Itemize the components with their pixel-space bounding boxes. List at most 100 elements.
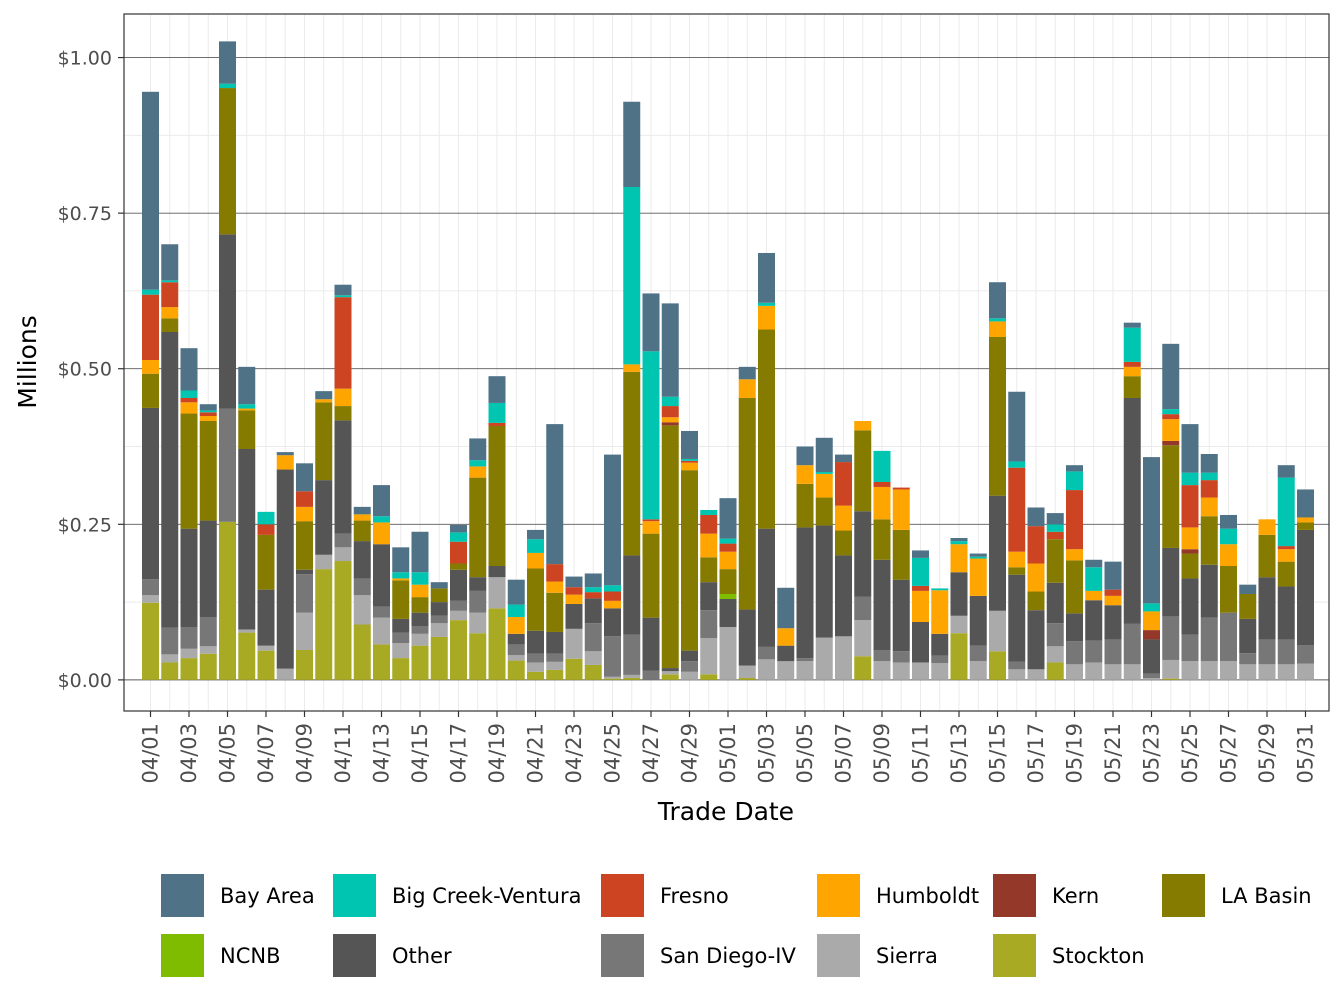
bar-segment-fresno (719, 543, 737, 552)
legend-item-la-basin: LA Basin (1162, 874, 1312, 917)
bar-segment-stockton (527, 671, 544, 680)
bar-segment-bay-area (142, 91, 159, 290)
bar-segment-humboldt (835, 505, 852, 531)
bar-segment-fresno (1104, 589, 1122, 596)
y-tick-label: $0.50 (58, 359, 112, 381)
bar-stack-05-17 (1027, 507, 1045, 680)
legend-swatch (333, 934, 376, 977)
bar-segment-la-basin (738, 397, 756, 610)
bar-segment-sierra (989, 610, 1006, 652)
bar-segment-la-basin (315, 402, 333, 481)
bar-segment-humboldt (604, 600, 621, 609)
x-tick-label: 05/11 (909, 723, 933, 784)
y-tick-label: $1.00 (58, 48, 112, 70)
bar-segment-humboldt (777, 628, 795, 646)
bar-segment-humboldt (1027, 563, 1045, 592)
x-tick-label: 04/03 (177, 723, 201, 784)
bar-segment-bay-area (469, 438, 487, 461)
bar-segment-other (238, 449, 256, 630)
bar-stack-04-22 (546, 424, 564, 680)
bar-segment-big-creek-ventura (681, 458, 698, 461)
bar-segment-big-creek-ventura (815, 472, 833, 474)
bar-segment-la-basin (854, 430, 872, 512)
legend-swatch (161, 934, 204, 977)
bar-segment-stockton (411, 645, 429, 680)
bar-segment-humboldt (1200, 497, 1218, 517)
bar-segment-fresno (1200, 480, 1218, 498)
x-tick-label: 04/19 (485, 723, 509, 784)
bar-segment-other (873, 559, 891, 651)
x-tick-label: 05/29 (1255, 723, 1279, 784)
bar-segment-sierra (507, 654, 525, 661)
bar-segment-other (1239, 618, 1257, 654)
bar-segment-other (1123, 397, 1141, 624)
bar-segment-fresno (546, 564, 564, 582)
bar-segment-big-creek-ventura (700, 509, 718, 515)
bar-segment-other (219, 234, 236, 409)
bar-stack-05-04 (777, 587, 795, 680)
bar-segment-bay-area (969, 553, 987, 557)
bar-segment-other (488, 565, 506, 578)
bar-segment-other (642, 617, 660, 671)
bar-segment-humboldt (1123, 366, 1141, 377)
bar-segment-humboldt (1277, 549, 1295, 562)
bar-segment-bay-area (1220, 514, 1237, 529)
bar-segment-stockton (296, 650, 313, 680)
bar-segment-humboldt (199, 416, 217, 421)
bar-segment-other (276, 469, 294, 669)
bar-segment-san-diego-iv (507, 644, 525, 655)
bar-segment-humboldt (700, 533, 718, 558)
bar-segment-humboldt (469, 466, 487, 478)
bar-segment-humboldt (681, 462, 698, 471)
x-tick-label: 04/15 (408, 723, 432, 784)
bar-segment-sierra (1239, 664, 1257, 680)
bar-segment-other (1277, 586, 1295, 640)
bar-segment-other (392, 618, 410, 633)
legend-label: NCNB (220, 944, 281, 968)
bar-segment-la-basin (1200, 516, 1218, 565)
bar-segment-san-diego-iv (1066, 641, 1083, 665)
bar-segment-humboldt (758, 305, 775, 330)
bar-stack-04-13 (373, 485, 390, 680)
legend-item-stockton: Stockton (993, 934, 1145, 977)
bar-stack-04-23 (565, 576, 583, 680)
bar-stack-04-04 (199, 404, 217, 680)
bar-segment-sierra (1046, 646, 1064, 663)
bar-segment-la-basin (238, 410, 256, 450)
bar-segment-sierra (334, 547, 352, 562)
legend-swatch (817, 934, 860, 977)
bar-segment-other (700, 582, 718, 611)
x-tick-label: 04/29 (678, 723, 702, 784)
bar-segment-humboldt (507, 617, 525, 634)
bar-stack-05-30 (1277, 465, 1295, 680)
bar-segment-bay-area (1239, 584, 1257, 595)
bar-segment-san-diego-iv (1297, 645, 1314, 664)
bar-segment-other (835, 555, 852, 637)
bar-segment-humboldt (315, 399, 333, 403)
bar-segment-san-diego-iv (1046, 623, 1064, 647)
bar-segment-humboldt (276, 455, 294, 470)
bar-segment-bay-area (1123, 322, 1141, 328)
bar-stack-04-16 (430, 582, 448, 680)
bar-segment-sierra (1258, 664, 1276, 680)
bar-segment-san-diego-iv (681, 661, 698, 672)
bar-segment-humboldt (334, 388, 352, 407)
bar-segment-big-creek-ventura (373, 516, 390, 523)
bar-segment-la-basin (873, 519, 891, 560)
x-tick-label: 05/21 (1101, 723, 1125, 784)
bar-segment-la-basin (334, 406, 352, 421)
bar-segment-san-diego-iv (931, 655, 949, 664)
bar-segment-other (1143, 639, 1160, 674)
bar-segment-sierra (450, 610, 467, 621)
bar-segment-la-basin (142, 373, 159, 408)
bar-segment-other (334, 420, 352, 534)
bar-segment-san-diego-iv (1162, 616, 1180, 660)
bar-segment-other (199, 520, 217, 618)
bar-stack-05-08 (854, 420, 872, 680)
bar-stack-05-11 (912, 550, 929, 680)
bar-segment-bay-area (1277, 465, 1295, 478)
bar-segment-san-diego-iv (1181, 634, 1199, 662)
legend-swatch (161, 874, 204, 917)
bar-segment-bay-area (296, 463, 313, 492)
